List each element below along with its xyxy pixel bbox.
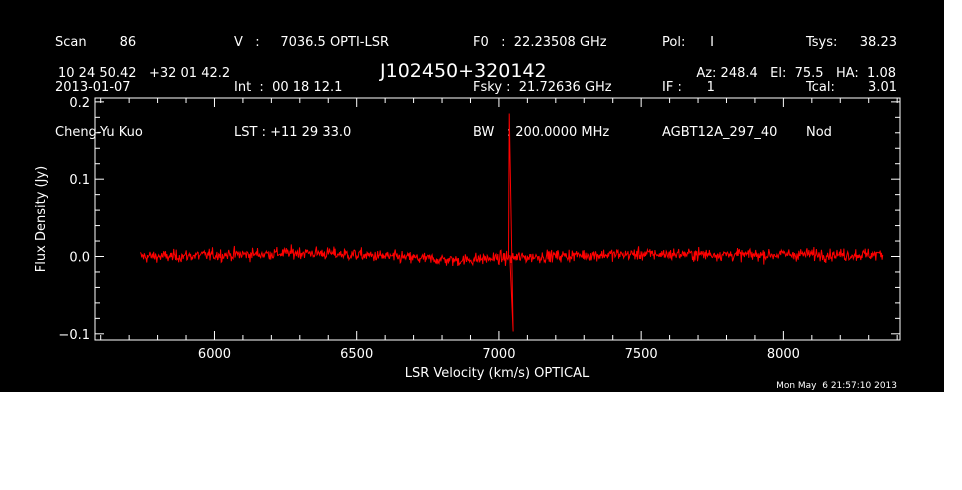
pointing-readout: Az: 248.4 El: 75.5 HA: 1.08 (696, 66, 896, 81)
nod-label: Nod (806, 125, 832, 140)
axis-ticks (95, 98, 900, 340)
header-col1: Scan 86 2013-01-07 Cheng-Yu Kuo (55, 5, 143, 170)
header-col5-labels: Tsys: Tcal: Nod (806, 5, 837, 170)
tsys-label: Tsys: (806, 35, 838, 50)
y-axis-label: Flux Density (Jy) (34, 166, 49, 272)
tsys-value: 38.23 (859, 35, 897, 50)
x-tick-label: 7500 (625, 347, 658, 362)
x-axis-label: LSR Velocity (km/s) OPTICAL (405, 366, 590, 381)
y-tick-label: −0.1 (58, 328, 90, 343)
tcal-label: Tcal: (806, 80, 835, 95)
source-name: J102450+320142 (380, 60, 547, 82)
header-col2: V : 7036.5 OPTI-LSR Int : 00 18 12.1 LST… (234, 5, 389, 170)
plot-window: Scan 86 2013-01-07 Cheng-Yu Kuo V : 7036… (0, 0, 944, 392)
velocity-readout: V : 7036.5 OPTI-LSR (234, 35, 390, 50)
x-tick-label: 7000 (482, 347, 515, 362)
y-tick-label: 0.0 (69, 250, 90, 265)
source-coordinates: 10 24 50.42 +32 01 42.2 (58, 66, 231, 81)
polarization: Pol: I (662, 35, 714, 50)
header-col5-values: 38.23 3.01 (860, 5, 897, 155)
tick-labels: 6000 6500 7000 7500 8000 −0.1 0.0 0.1 0.2 (58, 96, 799, 362)
spectrum-line (140, 113, 884, 332)
sky-frequency: Fsky : 21.72636 GHz (473, 80, 612, 95)
lst-readout: LST : +11 29 33.0 (234, 125, 352, 140)
observer-name: Cheng-Yu Kuo (55, 125, 143, 140)
observation-date: 2013-01-07 (55, 80, 131, 95)
rest-frequency: F0 : 22.23508 GHz (473, 35, 607, 50)
scan-number: Scan 86 (55, 35, 137, 50)
x-tick-label: 6000 (198, 347, 231, 362)
tcal-value: 3.01 (868, 80, 897, 95)
if-number: IF : 1 (662, 80, 715, 95)
x-tick-label: 8000 (767, 347, 800, 362)
header-col4: Pol: I IF : 1 AGBT12A_297_40 (662, 5, 777, 170)
plot-frame (94, 97, 901, 341)
spectrum-chart: 6000 6500 7000 7500 8000 −0.1 0.0 0.1 0.2 LSR Ve… (34, 96, 901, 381)
y-tick-label: 0.2 (69, 96, 90, 111)
integration-time: Int : 00 18 12.1 (234, 80, 343, 95)
y-tick-label: 0.1 (69, 173, 90, 188)
project-id: AGBT12A_297_40 (662, 125, 778, 140)
plot-timestamp: Mon May 6 21:57:10 2013 (776, 381, 897, 391)
x-tick-label: 6500 (340, 347, 373, 362)
spectrum-trace-layer (140, 113, 884, 332)
